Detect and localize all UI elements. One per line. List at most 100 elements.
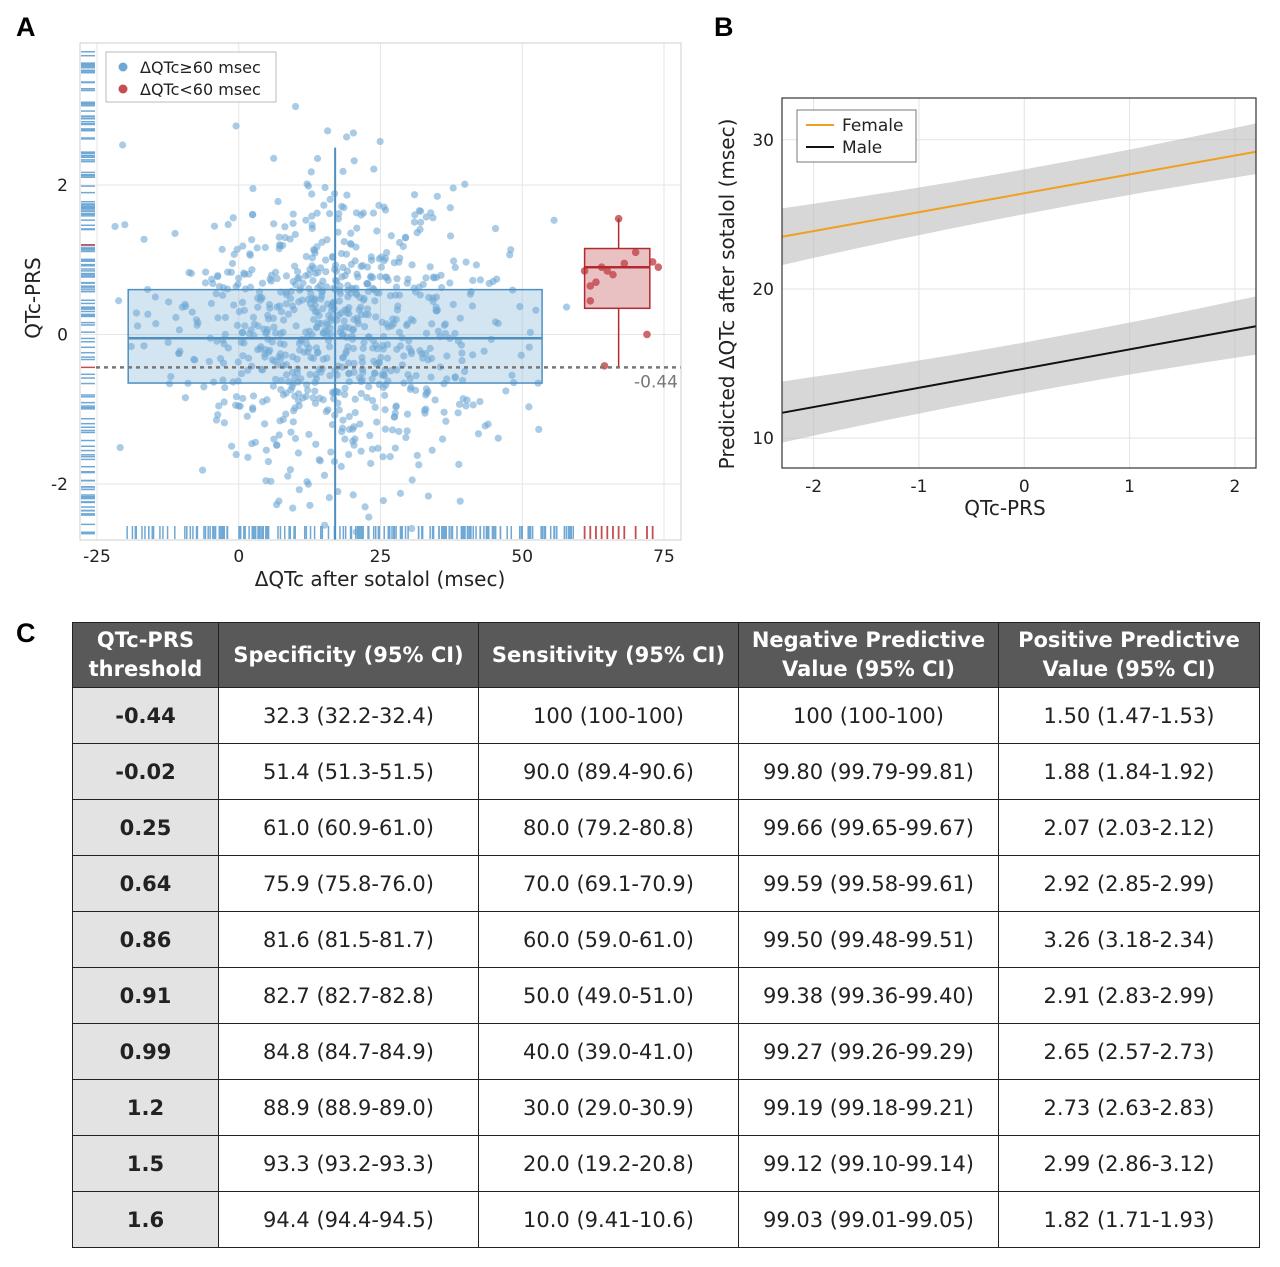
data-point-series-1 (462, 258, 470, 266)
data-point-series-1 (462, 402, 470, 410)
data-point-series-1 (190, 355, 198, 363)
data-point-series-1 (306, 501, 314, 509)
data-point-series-1 (347, 260, 355, 268)
data-point-series-1 (229, 214, 237, 222)
y-tick-label: 10 (752, 429, 774, 449)
data-point-series-1 (335, 406, 343, 414)
data-point-series-2 (648, 258, 657, 266)
data-point-series-1 (276, 241, 284, 249)
data-point-series-1 (243, 412, 251, 420)
data-point-series-1 (458, 349, 466, 357)
data-point-series-1 (428, 320, 436, 328)
data-point-series-1 (305, 430, 313, 439)
data-point-series-1 (288, 302, 297, 310)
data-point-series-1 (360, 323, 369, 331)
data-point-series-1 (249, 313, 258, 321)
data-point-series-2 (620, 259, 629, 268)
y-axis-label: Predicted ΔQTc after sotalol (msec) (715, 119, 739, 470)
legend-marker-series-1 (118, 62, 128, 72)
data-point-series-1 (426, 263, 434, 271)
data-point-series-1 (276, 302, 284, 310)
data-point-series-1 (132, 309, 141, 317)
data-point-series-1 (416, 347, 424, 355)
data-point-series-1 (303, 478, 311, 486)
data-point-series-1 (286, 294, 295, 303)
data-point-series-1 (261, 243, 269, 252)
data-point-series-1 (412, 386, 420, 395)
data-point-series-1 (352, 528, 360, 536)
data-point-series-1 (334, 228, 342, 236)
data-point-series-1 (387, 232, 395, 240)
data-point-series-1 (437, 271, 445, 279)
data-point-series-1 (392, 402, 400, 410)
data-point-series-1 (237, 338, 245, 346)
panel-letter-b: B (714, 12, 734, 42)
data-point-series-1 (274, 197, 282, 206)
data-point-series-1 (251, 438, 259, 446)
data-point-series-1 (359, 344, 367, 352)
data-point-series-1 (260, 325, 268, 333)
data-point-series-1 (381, 254, 390, 262)
data-point-series-1 (525, 343, 533, 351)
data-point-series-1 (381, 425, 389, 433)
table-cell: 20.0 (19.2-20.8) (478, 1135, 739, 1192)
data-point-series-1 (245, 330, 253, 338)
data-point-series-1 (404, 275, 412, 283)
data-point-series-1 (352, 290, 361, 299)
data-point-series-1 (311, 387, 319, 395)
threshold-cell: 1.2 (72, 1079, 219, 1136)
data-point-series-1 (237, 369, 246, 378)
data-point-series-1 (472, 261, 481, 269)
data-point-series-1 (476, 276, 485, 284)
data-point-series-1 (212, 290, 220, 298)
data-point-series-1 (241, 322, 249, 330)
data-point-series-1 (402, 433, 410, 442)
x-tick-label: -2 (805, 477, 822, 497)
x-axis-label: ΔQTc after sotalol (msec) (255, 567, 506, 591)
series-line-female (781, 150, 1257, 238)
data-point-series-1 (386, 452, 394, 461)
data-point-series-1 (506, 251, 514, 259)
data-point-series-1 (388, 426, 397, 434)
data-point-series-1 (133, 322, 142, 330)
panel-b-line-chart: -2 -1 0 1 2 10 20 30 Female Male QTc-PRS Predic… (715, 97, 1257, 520)
data-point-series-1 (426, 344, 434, 352)
data-point-series-1 (494, 434, 502, 442)
table-row: 0.91 82.7 (82.7-82.8) 50.0 (49.0-51.0) 99.3… (72, 967, 1260, 1024)
y-tick-label: 30 (752, 131, 774, 151)
data-point-series-1 (313, 209, 321, 217)
data-point-series-1 (365, 383, 373, 391)
data-point-series-1 (376, 273, 384, 281)
data-point-series-1 (343, 267, 352, 275)
data-point-series-1 (275, 233, 283, 241)
data-point-series-1 (286, 466, 295, 474)
data-point-series-1 (306, 370, 314, 379)
data-point-series-1 (376, 137, 384, 146)
data-point-series-1 (449, 300, 457, 309)
data-point-series-1 (269, 382, 277, 390)
data-point-series-1 (302, 392, 310, 401)
data-point-series-1 (339, 167, 347, 176)
data-point-series-1 (185, 268, 193, 277)
column-header: Specificity (95% CI) (218, 622, 479, 688)
data-point-series-1 (220, 398, 228, 406)
data-point-series-1 (140, 235, 148, 243)
data-point-series-1 (267, 277, 275, 285)
table-cell: 2.99 (2.86-3.12) (998, 1135, 1260, 1192)
data-point-series-1 (264, 458, 272, 466)
data-point-series-1 (263, 396, 271, 404)
data-point-series-1 (403, 427, 411, 435)
table-cell: 40.0 (39.0-41.0) (478, 1023, 739, 1080)
data-point-series-1 (460, 367, 469, 376)
data-point-series-1 (262, 446, 270, 454)
data-point-series-1 (343, 133, 351, 141)
data-point-series-1 (493, 275, 501, 283)
data-point-series-1 (461, 180, 469, 188)
x-tick-label: 0 (233, 547, 244, 567)
data-point-series-1 (284, 310, 293, 318)
data-point-series-1 (382, 248, 391, 257)
data-point-series-1 (449, 184, 457, 192)
data-point-series-1 (381, 391, 389, 399)
data-point-series-1 (404, 371, 412, 379)
data-point-series-1 (316, 457, 324, 465)
